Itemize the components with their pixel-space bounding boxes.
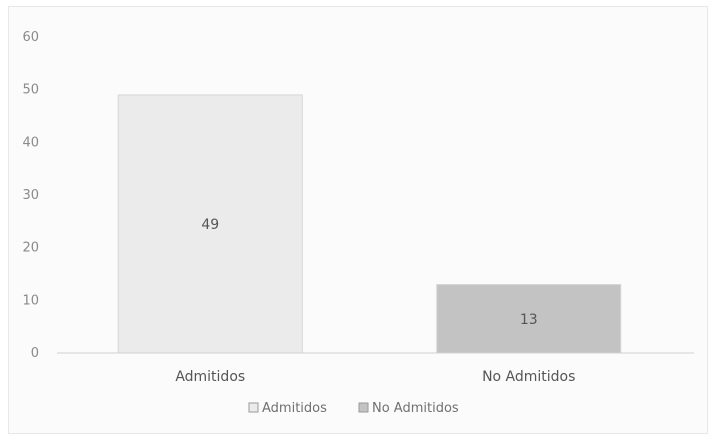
- y-tick-label: 20: [22, 241, 39, 256]
- bar-data-label: 49: [201, 217, 219, 233]
- legend-swatch: [358, 402, 369, 413]
- y-tick-label: 10: [22, 293, 39, 308]
- x-category-label: Admitidos: [175, 369, 245, 385]
- bar-no-admitidos: [436, 284, 622, 354]
- x-axis: Admitidos No Admitidos: [57, 352, 694, 385]
- y-tick-label: 0: [31, 346, 39, 361]
- bar-admitidos: [117, 94, 303, 354]
- x-category-label: No Admitidos: [482, 369, 575, 385]
- bars-group: 49 13: [117, 94, 622, 354]
- legend-swatch: [248, 402, 259, 413]
- legend-label: No Admitidos: [372, 401, 459, 416]
- y-tick-label: 30: [22, 188, 39, 203]
- chart-frame: 0 10 20 30 40 50 60 49 13 Admitidos No Admitidos…: [8, 6, 708, 434]
- legend-label: Admitidos: [262, 401, 327, 416]
- legend: Admitidos No Admitidos: [248, 401, 459, 416]
- y-tick-label: 50: [22, 83, 39, 98]
- y-tick-label: 40: [22, 135, 39, 150]
- y-tick-label: 60: [22, 30, 39, 45]
- bar-data-label: 13: [520, 312, 538, 328]
- y-axis: 0 10 20 30 40 50 60: [22, 30, 39, 361]
- bar-chart: 0 10 20 30 40 50 60 49 13 Admitidos No Admitidos…: [22, 30, 694, 416]
